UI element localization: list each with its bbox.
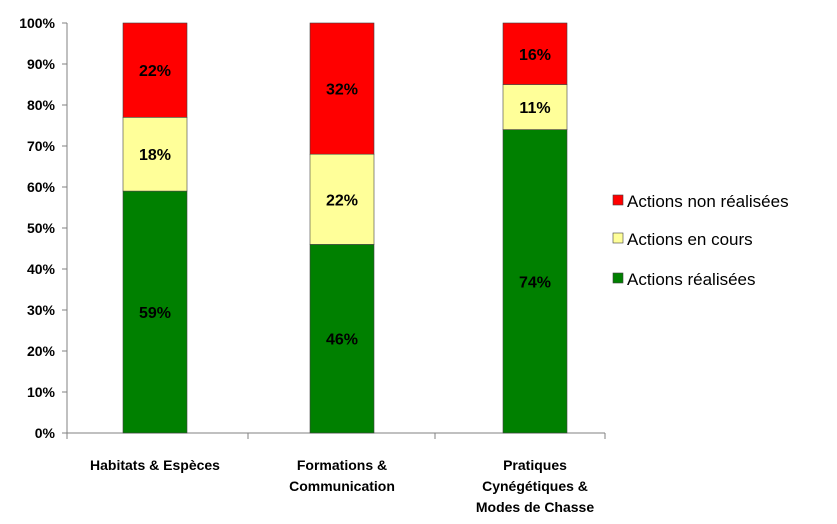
y-tick-label: 90% <box>27 56 56 72</box>
bar-segment <box>309 153 375 245</box>
y-tick-label: 20% <box>27 343 56 359</box>
legend: Actions non réalisées Actions en cours Act… <box>612 192 789 289</box>
x-category-label: Habitats & Espèces <box>90 457 220 473</box>
y-tick-label: 50% <box>27 220 56 236</box>
legend-swatch <box>612 194 624 206</box>
bar-segment <box>502 22 568 85</box>
legend-label: Actions réalisées <box>627 270 756 289</box>
bar-data-label: 46% <box>326 332 358 349</box>
bar-data-label: 11% <box>519 100 550 117</box>
bar-segment <box>502 129 568 434</box>
bar-data-label: 16% <box>519 47 551 64</box>
category-labels: Habitats & Espèces Formations & Communicat… <box>90 457 594 515</box>
bar-segment <box>502 84 568 130</box>
x-category-label: Communication <box>289 478 395 494</box>
bar-data-label: 22% <box>139 63 171 80</box>
x-category-label: Cynégétiques & <box>482 478 588 494</box>
y-tick-label: 30% <box>27 302 56 318</box>
legend-label: Actions en cours <box>627 230 753 249</box>
legend-label: Actions non réalisées <box>627 192 789 211</box>
axes: 0% 10% 20% 30% 40% 50% 60% 70% 80% 90% 100% <box>19 15 606 441</box>
bar-data-label: 74% <box>519 274 551 291</box>
bar-segment <box>309 244 375 434</box>
y-tick-label: 40% <box>27 261 56 277</box>
x-category-label: Pratiques <box>503 457 567 473</box>
bar-data-label: 22% <box>326 192 358 209</box>
y-tick-label: 80% <box>27 97 56 113</box>
bar-data-label: 59% <box>139 305 171 322</box>
bar-labels: 59% 18% 22% 46% 22% 32% 74% 11% 16% <box>139 47 551 349</box>
y-tick-label: 100% <box>19 15 55 31</box>
y-tick-label: 10% <box>27 384 56 400</box>
y-tick-label: 0% <box>35 425 56 441</box>
bar-segment <box>122 22 188 118</box>
bar-data-label: 32% <box>326 82 358 99</box>
x-category-label: Modes de Chasse <box>476 499 594 515</box>
bar-data-label: 18% <box>139 147 171 164</box>
bar-segment <box>122 117 188 192</box>
x-category-label: Formations & <box>297 457 387 473</box>
legend-swatch <box>612 232 624 244</box>
y-tick-label: 70% <box>27 138 56 154</box>
bar-segment <box>309 22 375 155</box>
y-tick-label: 60% <box>27 179 56 195</box>
bars <box>122 22 568 434</box>
bar-segment <box>122 190 188 434</box>
legend-swatch <box>612 272 624 284</box>
